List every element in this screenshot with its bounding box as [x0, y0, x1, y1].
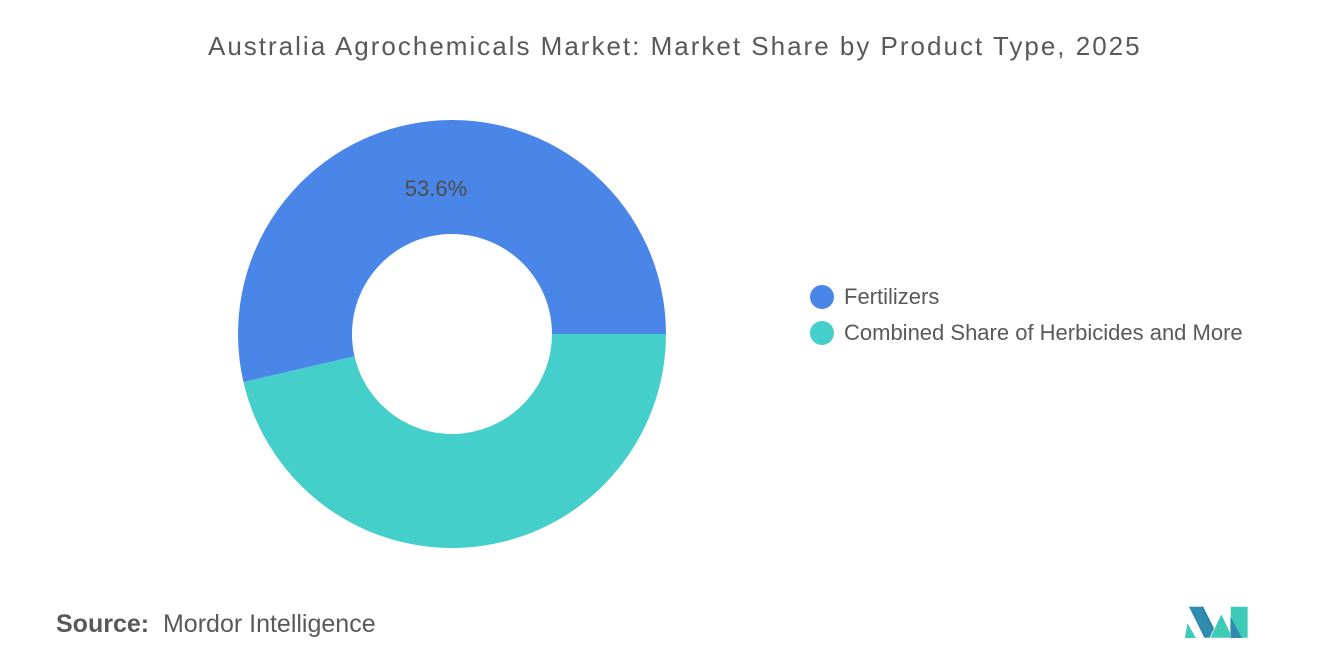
svg-text:53.6%: 53.6%: [405, 176, 467, 201]
